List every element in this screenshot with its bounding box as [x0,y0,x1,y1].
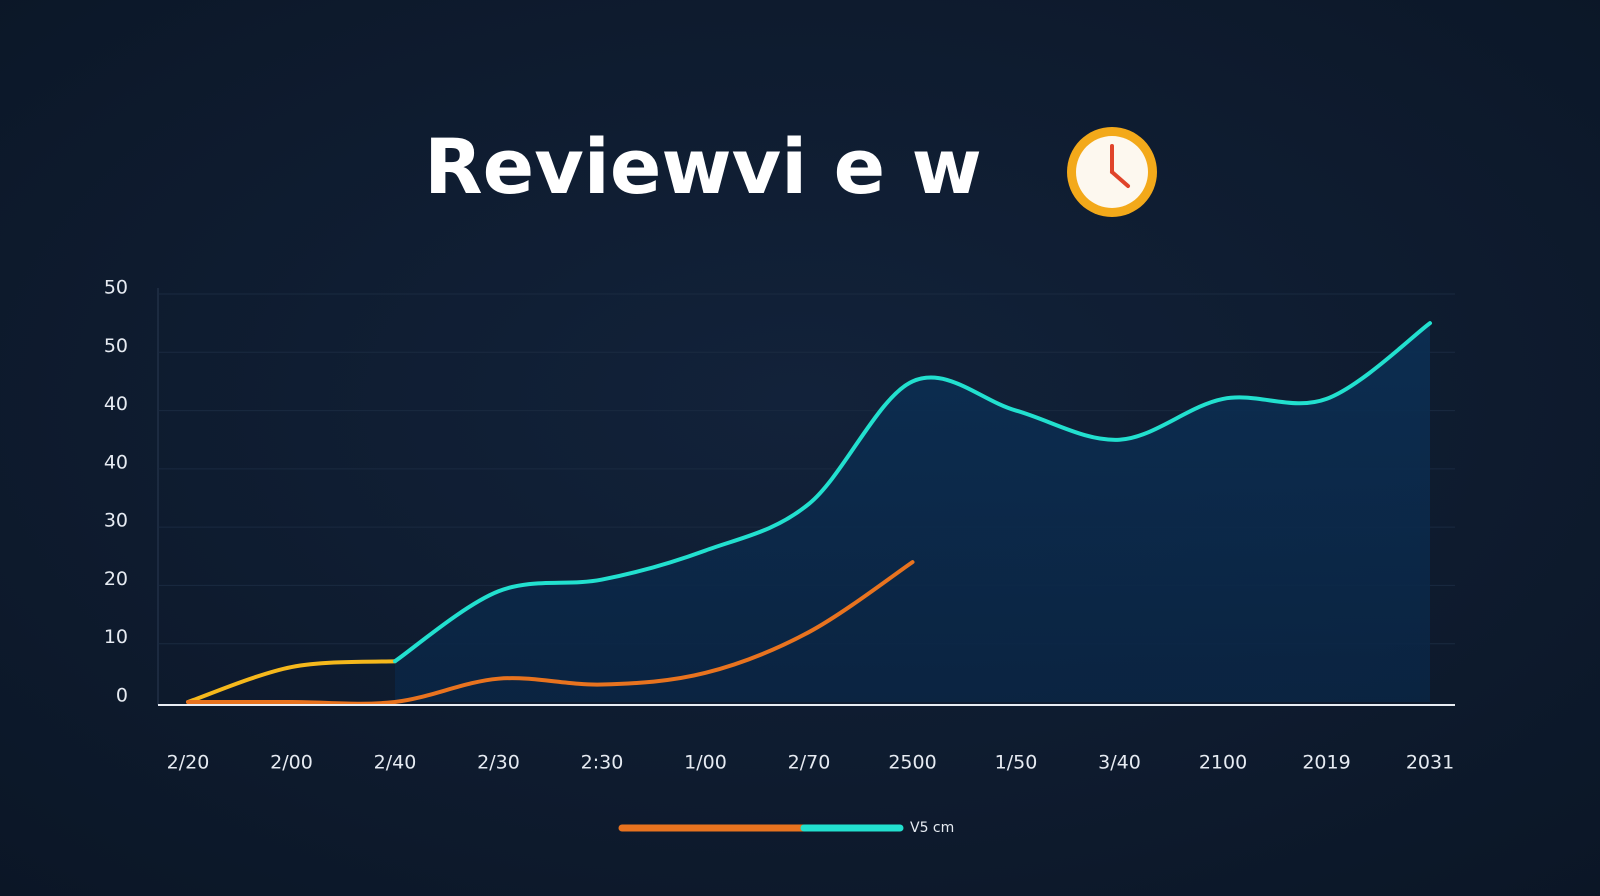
x-tick-label: 2/70 [788,752,831,774]
clock-icon [1067,127,1157,217]
x-tick-label: 3/40 [1098,752,1141,774]
x-tick-label: 2100 [1199,752,1247,774]
x-tick-label: 2/40 [374,752,417,774]
area [395,323,1430,702]
x-tick-label: 2019 [1302,752,1350,774]
x-tick-label: 2/20 [167,752,210,774]
x-tick-label: 2/30 [477,752,520,774]
line [393,321,1432,664]
x-tick-label: 2:30 [581,752,624,774]
y-tick-label: 20 [104,568,128,590]
x-tick-label: 2/00 [270,752,313,774]
y-tick-label: 0 [116,685,128,707]
y-tick-label: 30 [104,510,128,532]
y-tick-label: 10 [104,626,128,648]
x-tick-label: 1/50 [995,752,1038,774]
chart-title: Reviewvi e w [424,122,982,211]
line [186,659,397,704]
x-tick-label: 1/00 [684,752,727,774]
x-tick-label: 2031 [1406,752,1454,774]
y-tick-label: 40 [104,451,128,473]
legend-label: V5 cm [910,820,954,836]
x-tick-label: 2500 [888,752,936,774]
y-tick-label: 50 [104,277,128,299]
y-tick-label: 50 [104,335,128,357]
plot: 0 10 20 30 40 40 50 50 2/20 2/00 2/40 2/30 2:30 1/00 2… [104,277,1455,774]
line [186,560,915,706]
legend: V5 cm [618,820,954,836]
y-tick-label: 40 [104,393,128,415]
